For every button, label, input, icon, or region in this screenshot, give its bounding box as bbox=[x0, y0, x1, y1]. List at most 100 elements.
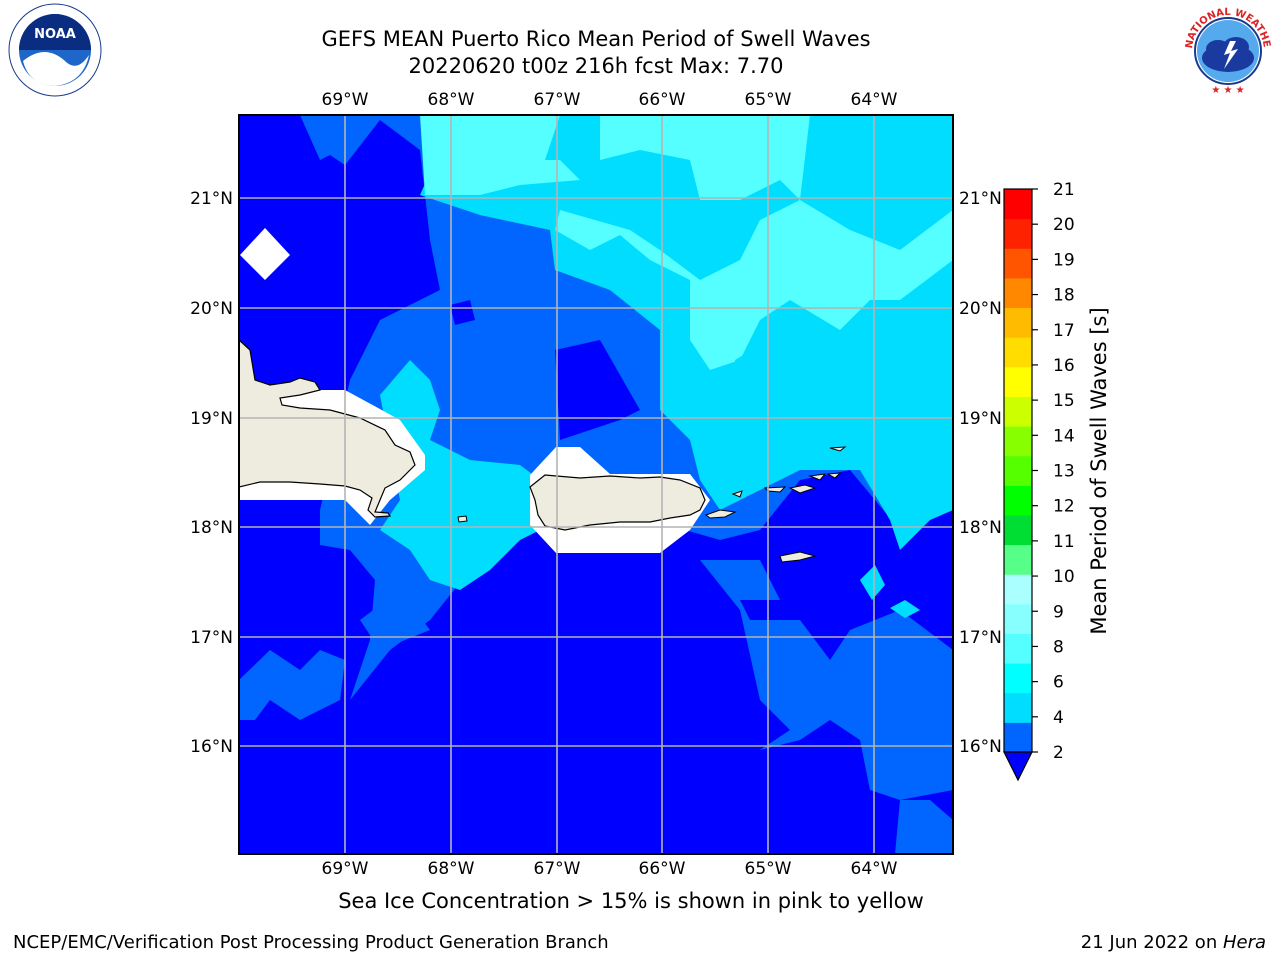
colorbar-segment bbox=[1004, 603, 1032, 634]
colorbar-segment bbox=[1004, 485, 1032, 516]
colorbar-label: Mean Period of Swell Waves [s] bbox=[1087, 307, 1111, 634]
land-mask-small bbox=[240, 228, 290, 280]
field-under-2 bbox=[450, 300, 475, 325]
land-hispaniola bbox=[239, 339, 416, 518]
lat-label-left: 21°N bbox=[190, 189, 233, 209]
colorbar-segment bbox=[1004, 426, 1032, 457]
lon-label-top: 65°W bbox=[745, 90, 792, 110]
colorbar-segment bbox=[1004, 663, 1032, 694]
field-6-8 bbox=[420, 115, 580, 195]
noaa-logo-text: NOAA bbox=[34, 27, 76, 42]
colorbar-segment bbox=[1004, 514, 1032, 546]
chart-title: GEFS MEAN Puerto Rico Mean Period of Swe… bbox=[321, 27, 871, 51]
lat-label-left: 19°N bbox=[190, 409, 233, 429]
land-virgin-islands bbox=[826, 472, 842, 479]
lon-label-top: 64°W bbox=[851, 90, 898, 110]
colorbar-segment bbox=[1004, 218, 1032, 249]
lat-label-left: 17°N bbox=[190, 628, 233, 648]
colorbar-under-triangle bbox=[1003, 751, 1033, 782]
colorbar-segment bbox=[1004, 396, 1032, 427]
colorbar-tick-label: 8 bbox=[1053, 637, 1064, 657]
colorbar-tick-label: 11 bbox=[1053, 532, 1075, 552]
colorbar-segment bbox=[1004, 692, 1032, 723]
colorbar-tick-label: 10 bbox=[1053, 567, 1075, 587]
colorbar-segment bbox=[1004, 366, 1032, 397]
colorbar-tick-label: 16 bbox=[1053, 356, 1075, 376]
sea-ice-note: Sea Ice Concentration > 15% is shown in … bbox=[338, 889, 924, 913]
lon-label-bottom: 65°W bbox=[745, 859, 792, 879]
colorbar-tick-label: 14 bbox=[1053, 426, 1075, 446]
colorbar: 2 4 6 8 9 10 11 12 13 14 15 16 17 18 19 20 21 bbox=[1003, 180, 1075, 782]
lat-label-left: 18°N bbox=[190, 518, 233, 538]
colorbar-tick-label: 19 bbox=[1053, 250, 1075, 270]
lon-label-top: 67°W bbox=[534, 90, 581, 110]
field-2-4 bbox=[700, 560, 953, 800]
lon-label-bottom: 64°W bbox=[851, 859, 898, 879]
svg-text:★ ★ ★: ★ ★ ★ bbox=[1211, 85, 1244, 96]
lat-label-right: 20°N bbox=[959, 299, 1002, 319]
lon-label-top: 69°W bbox=[322, 90, 369, 110]
chart-subtitle: 20220620 t00z 216h fcst Max: 7.70 bbox=[408, 54, 784, 78]
land-st-croix bbox=[779, 551, 817, 563]
land-virgin-islands bbox=[763, 486, 787, 493]
colorbar-segment bbox=[1004, 189, 1032, 220]
land-virgin-islands bbox=[704, 509, 737, 519]
colorbar-tick-label: 2 bbox=[1053, 743, 1064, 763]
lat-label-right: 19°N bbox=[959, 409, 1002, 429]
graticule bbox=[239, 115, 953, 854]
colorbar-segment bbox=[1004, 248, 1032, 279]
colorbar-tick-label: 4 bbox=[1053, 708, 1064, 728]
land-islet bbox=[457, 515, 468, 523]
land-virgin-islands bbox=[788, 484, 817, 494]
land-virgin-islands bbox=[808, 473, 827, 481]
colorbar-segment bbox=[1004, 633, 1032, 664]
footer-credit: NCEP/EMC/Verification Post Processing Pr… bbox=[13, 932, 609, 953]
field-under-2 bbox=[555, 340, 640, 440]
colorbar-segment bbox=[1004, 722, 1032, 753]
lon-label-bottom: 67°W bbox=[534, 859, 581, 879]
colorbar-tick-label: 18 bbox=[1053, 286, 1075, 306]
colorbar-segment bbox=[1004, 337, 1032, 368]
colorbar-tick-label: 9 bbox=[1053, 602, 1064, 622]
colorbar-tick-label: 20 bbox=[1053, 215, 1075, 235]
lon-label-bottom: 68°W bbox=[428, 859, 475, 879]
colorbar-tick-label: 13 bbox=[1053, 462, 1075, 482]
field-4-6 bbox=[860, 565, 885, 600]
lon-label-top: 68°W bbox=[428, 90, 475, 110]
field-4-6 bbox=[735, 345, 790, 420]
colorbar-segment bbox=[1004, 544, 1032, 575]
map-frame bbox=[238, 114, 954, 855]
field-6-8 bbox=[600, 115, 810, 200]
footer-date-text: 21 Jun 2022 on bbox=[1080, 932, 1223, 953]
colorbar-segment bbox=[1004, 307, 1032, 338]
noaa-logo-icon: NOAA bbox=[8, 3, 102, 97]
lon-label-bottom: 69°W bbox=[322, 859, 369, 879]
colorbar-tick-label: 15 bbox=[1053, 391, 1075, 411]
colorbar-tick-label: 17 bbox=[1053, 321, 1075, 341]
lat-label-right: 17°N bbox=[959, 628, 1002, 648]
colorbar-segment bbox=[1004, 574, 1032, 605]
field-4-6 bbox=[890, 600, 920, 618]
colorbar-tick-label: 21 bbox=[1053, 180, 1075, 200]
field-2-4 bbox=[239, 650, 345, 720]
field-2-4 bbox=[360, 590, 430, 650]
footer-date: 21 Jun 2022 on Hera bbox=[1081, 932, 1266, 953]
colorbar-segment bbox=[1004, 277, 1032, 309]
colorbar-tick-label: 12 bbox=[1053, 497, 1075, 517]
lon-label-bottom: 66°W bbox=[639, 859, 686, 879]
colorbar-segment bbox=[1004, 455, 1032, 486]
nws-logo-icon: NATIONAL WEATHER SERVICE ★ ★ ★ bbox=[1180, 3, 1274, 97]
land-virgin-islands bbox=[731, 490, 743, 498]
land-virgin-islands bbox=[829, 446, 847, 452]
lat-label-left: 20°N bbox=[190, 299, 233, 319]
lat-label-right: 18°N bbox=[959, 518, 1002, 538]
field-2-4 bbox=[895, 800, 953, 854]
lon-label-top: 66°W bbox=[639, 90, 686, 110]
field-6-8 bbox=[555, 200, 953, 370]
footer-host: Hera bbox=[1222, 932, 1266, 953]
lat-label-right: 16°N bbox=[959, 737, 1002, 757]
lat-label-left: 16°N bbox=[190, 737, 233, 757]
lat-label-right: 21°N bbox=[959, 189, 1002, 209]
colorbar-tick-label: 6 bbox=[1053, 673, 1064, 693]
